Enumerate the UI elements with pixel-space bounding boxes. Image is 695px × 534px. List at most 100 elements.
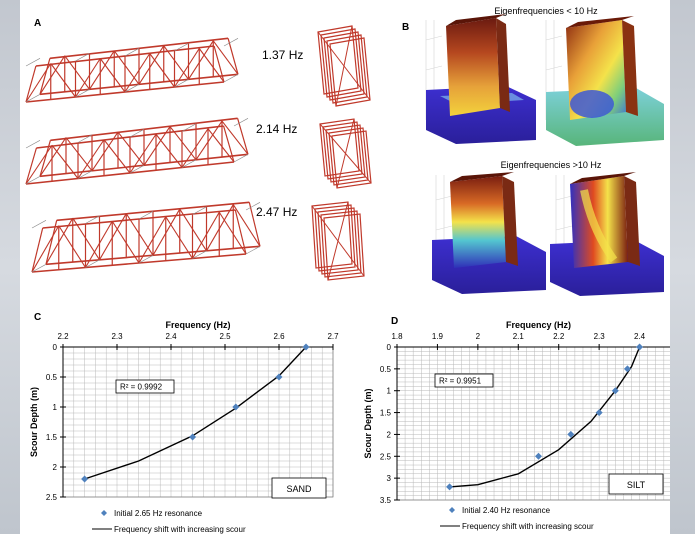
data-point — [623, 365, 631, 373]
data-point — [275, 373, 283, 381]
data-point — [446, 483, 454, 491]
truss-cross-member — [233, 118, 249, 127]
r-squared-label: R² = 0.9992 — [120, 383, 163, 392]
truss-mode-1 — [25, 37, 239, 103]
data-point — [636, 343, 644, 351]
mode-1-frequency: 1.37 Hz — [262, 48, 304, 62]
legend-label-points: Initial 2.65 Hz resonance — [114, 509, 203, 518]
truss-diagonal — [91, 131, 119, 172]
y-tick-label: 3 — [387, 474, 392, 483]
truss-diagonal — [138, 216, 167, 264]
truss-cross-member — [31, 220, 47, 229]
truss-diagonal — [89, 50, 115, 90]
truss-diagonal — [58, 225, 86, 268]
truss-vertical — [25, 147, 37, 185]
y-tick-label: 0.5 — [380, 365, 392, 374]
truss-cross-member — [77, 170, 93, 179]
end-frame — [323, 31, 365, 101]
plot-area — [62, 346, 334, 498]
soil-type-label: SILT — [627, 480, 646, 490]
soil-type-box — [608, 473, 664, 495]
x-tick-label: 2.1 — [513, 332, 525, 341]
truss-vertical — [237, 118, 249, 155]
truss-diagonal — [221, 120, 249, 155]
panel-b: B Eigenfrequencies < 10 Hz Eigenfrequenc… — [396, 0, 670, 310]
truss-diagonal — [113, 50, 140, 85]
truss-cross-member — [192, 206, 207, 215]
truss-diagonal — [64, 55, 90, 90]
soil-type-box — [271, 477, 327, 499]
end-brace — [335, 25, 353, 107]
y-tick-label: 1.5 — [46, 433, 58, 442]
truss-end-view-1 — [317, 25, 371, 107]
truss-vertical — [25, 65, 37, 103]
panel-c: C 2.2 2.3 2.4 2.5 2.6 2.7 0 0.5 1 1.5 2 2.5 Frequenc… — [20, 310, 355, 534]
truss-cross-member — [85, 259, 100, 268]
x-tick-label: 2.3 — [594, 332, 606, 341]
truss-cross-member — [75, 53, 90, 62]
x-tick-label: 1.9 — [432, 332, 444, 341]
truss-diagonal — [218, 211, 247, 255]
end-frame — [314, 204, 356, 272]
truss-diagonal — [111, 220, 140, 264]
panel-c-label: C — [34, 312, 42, 323]
truss-cross-member — [31, 264, 47, 273]
truss-cross-member — [181, 159, 197, 168]
truss-diagonal — [232, 204, 261, 247]
data-point — [302, 343, 310, 351]
truss-diagonal — [169, 126, 197, 161]
x-tick-label: 2.6 — [273, 332, 285, 341]
truss-diagonal — [117, 131, 145, 166]
y-tick-label: 1 — [387, 387, 392, 396]
end-frame — [319, 118, 360, 177]
x-tick-label: 1.8 — [391, 332, 403, 341]
truss-cross-member — [124, 48, 140, 57]
end-brace — [336, 118, 355, 189]
caption-high-frequencies: Eigenfrequencies >10 Hz — [500, 160, 602, 170]
data-point — [595, 409, 603, 417]
data-point — [611, 387, 619, 395]
truss-diagonal — [72, 217, 100, 261]
y-tick-label: 0 — [53, 343, 58, 352]
truss-diagonal — [143, 126, 171, 166]
truss-diagonal — [85, 220, 113, 268]
truss-diagonal — [99, 213, 127, 261]
legend-marker — [449, 507, 455, 513]
y-tick-label: 3.5 — [380, 496, 392, 505]
data-point — [81, 475, 89, 483]
truss-vertical — [248, 202, 261, 247]
y-tick-label: 0.5 — [46, 373, 58, 382]
truss-diagonal — [192, 211, 220, 259]
panel-b-label: B — [402, 22, 410, 33]
legend-marker — [101, 510, 107, 516]
x-tick-label: 2.2 — [57, 332, 69, 341]
truss-cross-member — [25, 140, 41, 149]
x-tick-label: 2.4 — [165, 332, 177, 341]
truss-diagonal — [212, 40, 239, 75]
y-axis-title: Scour Depth (m) — [29, 387, 39, 457]
truss-vertical — [234, 209, 247, 255]
end-frame — [322, 121, 363, 180]
truss-vertical — [45, 220, 58, 265]
truss-end-view-2 — [319, 118, 372, 189]
x-tick-label: 2 — [476, 332, 481, 341]
data-point — [232, 403, 240, 411]
truss-diagonal — [39, 55, 66, 95]
truss-vertical — [39, 140, 51, 177]
truss-cross-member — [75, 89, 90, 98]
end-frame — [317, 207, 359, 275]
truss-cross-member — [245, 246, 261, 255]
soil-type-label: SAND — [286, 484, 312, 494]
data-point — [535, 452, 542, 460]
truss-cross-member — [25, 176, 41, 185]
fit-curve — [84, 346, 307, 480]
truss-cross-member — [138, 211, 154, 220]
x-tick-label: 2.5 — [219, 332, 231, 341]
legend-label-curve: Frequency shift with increasing scour — [462, 522, 594, 531]
y-tick-label: 2.5 — [46, 493, 58, 502]
truss-vertical — [31, 227, 44, 273]
x-tick-label: 2.4 — [634, 332, 646, 341]
mode-2-frequency: 2.14 Hz — [256, 122, 298, 136]
r-squared-box — [434, 373, 494, 388]
